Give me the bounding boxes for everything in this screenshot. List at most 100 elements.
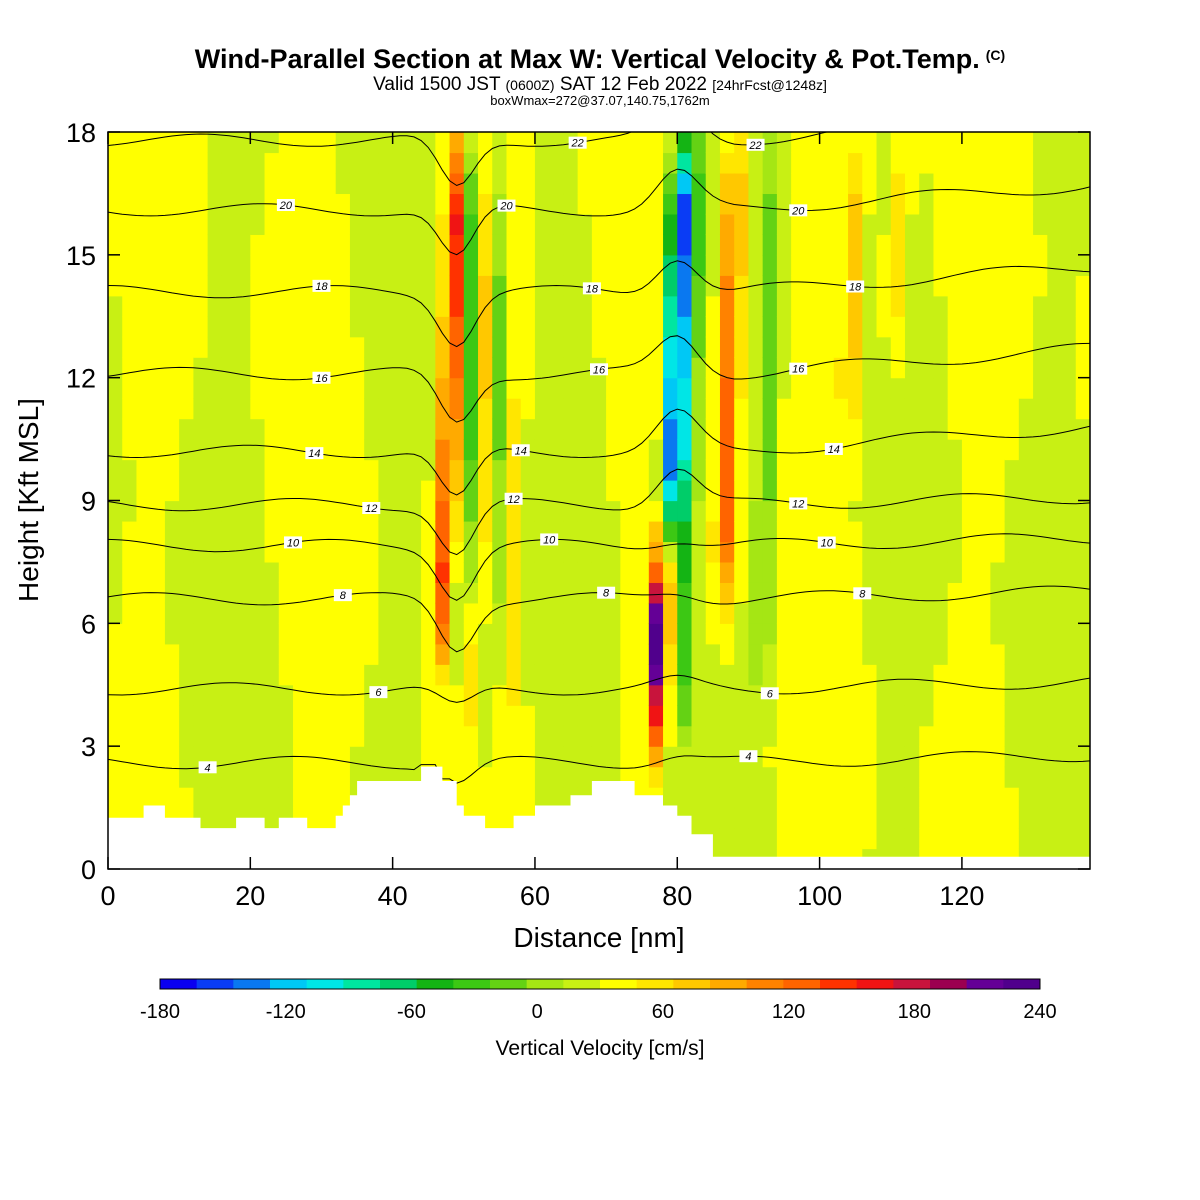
contour-label-text: 4 [205,762,211,774]
field-cell [236,643,251,665]
field-cell [293,787,308,809]
field-cell [776,254,792,276]
field-cell [307,418,323,440]
field-cell [221,152,237,174]
field-cell [848,643,863,665]
field-cell [961,602,977,624]
field-cell [933,275,949,297]
field-cell [193,787,209,809]
field-cell [150,172,166,195]
field-cell [933,254,949,276]
field-cell [1075,705,1090,727]
field-cell [236,213,251,235]
field-cell [805,684,821,706]
colorbar-swatch [563,979,601,989]
field-cell [236,459,251,481]
field-cell [392,664,408,686]
field-cell [236,172,251,195]
contour-label-text: 14 [308,448,320,460]
field-cell [108,746,123,768]
field-cell [719,254,735,276]
field-cell [890,357,906,379]
field-cell [919,459,935,481]
field-cell [1004,275,1020,297]
field-cell [919,746,935,768]
field-cell [848,520,863,543]
field-cell [164,152,180,174]
field-cell [705,705,721,727]
field-cell [136,234,152,256]
field-cell [776,295,792,317]
field-cell [378,213,394,235]
field-cell [264,480,280,502]
field-cell [819,787,835,809]
field-cell [406,643,422,665]
field-cell [150,705,166,727]
field-cell [648,643,664,665]
field-cell [933,541,949,563]
field-cell [663,234,678,256]
field-cell [677,725,693,747]
field-cell [791,336,806,358]
field-cell [321,459,337,481]
field-cell [848,439,863,461]
y-tick-label: 9 [81,487,96,517]
field-cell [791,828,806,850]
field-cell [976,152,991,174]
field-cell [463,725,479,747]
field-cell [492,705,508,727]
field-cell [705,152,721,174]
field-cell [734,132,750,154]
field-cell [890,623,906,645]
field-cell [179,377,194,399]
field-cell [307,541,323,563]
field-cell [1018,705,1034,727]
field-cell [577,398,593,420]
field-cell [378,623,394,645]
field-cell [620,664,636,686]
field-cell [164,213,180,235]
field-cell [335,398,351,420]
colorbar-swatch [453,979,491,989]
field-cell [449,746,465,768]
field-cell [748,172,764,195]
field-cell [122,705,138,727]
field-cell [193,336,209,358]
field-cell [392,684,408,706]
field-cell [193,684,209,706]
field-cell [478,357,493,379]
field-cell [378,418,394,440]
field-cell [1047,602,1063,624]
field-cell [947,275,963,297]
field-cell [748,561,764,583]
field-cell [876,643,892,665]
field-cell [776,500,792,522]
field-cell [1033,377,1048,399]
chart-title: Wind-Parallel Section at Max W: Vertical… [0,44,1200,75]
field-cell [150,254,166,276]
field-cell [150,766,166,788]
field-cell [748,336,764,358]
field-cell [904,684,920,706]
field-cell [534,132,550,154]
contour-label-bg [312,371,331,384]
field-cell [748,234,764,256]
field-cell [278,398,294,420]
field-cell [691,254,707,276]
field-cell [520,623,536,645]
field-cell [620,336,636,358]
field-cell [961,664,977,686]
field-cell [1047,725,1063,747]
field-cell [976,500,991,522]
field-cell [719,439,735,461]
field-cell [307,254,323,276]
field-cell [919,787,935,809]
field-cell [421,439,436,461]
field-cell [236,541,251,563]
field-cell [406,377,422,399]
field-cell [876,500,892,522]
field-cell [748,377,764,399]
field-cell [406,439,422,461]
field-cell [577,500,593,522]
field-cell [520,602,536,624]
